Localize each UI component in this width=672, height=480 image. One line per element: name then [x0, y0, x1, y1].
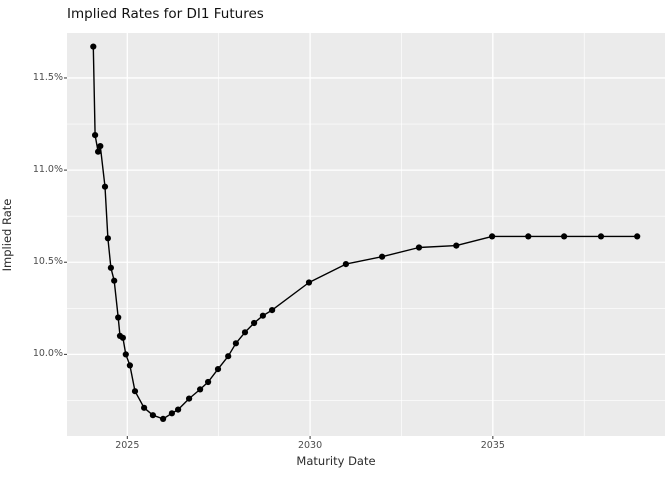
data-point	[525, 233, 532, 240]
x-axis-title: Maturity Date	[296, 454, 376, 468]
data-point	[259, 312, 266, 319]
data-point	[119, 334, 126, 341]
data-point	[489, 233, 496, 240]
data-point	[214, 366, 222, 373]
data-point	[415, 244, 423, 251]
data-point	[95, 148, 102, 155]
data-point	[597, 233, 605, 240]
data-point	[126, 362, 133, 369]
data-point	[107, 264, 114, 271]
y-axis-tick-label: 11.0%	[32, 164, 63, 176]
data-point	[149, 412, 156, 419]
chart-title: Implied Rates for DI1 Futures	[67, 6, 264, 22]
data-point	[186, 395, 193, 402]
y-axis-title: Implied Rate	[0, 198, 14, 272]
data-point	[175, 406, 182, 413]
x-axis-tick-label: 2035	[480, 440, 505, 451]
data-point	[115, 314, 122, 321]
x-axis-tick-label: 2030	[297, 440, 323, 451]
data-point	[168, 410, 175, 417]
data-point	[225, 353, 232, 360]
data-point	[111, 277, 118, 284]
data-point	[141, 404, 148, 411]
data-point	[197, 386, 204, 393]
data-point	[205, 378, 212, 386]
data-point	[104, 235, 111, 242]
data-point	[241, 329, 249, 336]
y-axis-tick-label: 10.5%	[32, 256, 63, 268]
data-point	[561, 233, 568, 240]
data-point	[342, 261, 349, 268]
data-point	[122, 351, 129, 358]
data-point	[269, 307, 276, 314]
data-point	[101, 183, 109, 190]
y-axis-tick-label: 10.0%	[32, 348, 63, 360]
panel-background	[67, 33, 665, 436]
x-axis-tick-label: 2025	[115, 440, 140, 451]
data-point	[131, 388, 139, 395]
y-axis-tick-label: 11.5%	[32, 71, 63, 83]
data-point	[232, 340, 239, 347]
data-point	[251, 319, 258, 327]
data-point	[97, 143, 104, 150]
data-point	[379, 253, 386, 260]
data-point	[453, 242, 460, 249]
data-point	[92, 132, 99, 139]
data-point	[305, 279, 313, 286]
data-point	[634, 233, 641, 240]
data-point	[90, 43, 97, 50]
data-point	[160, 415, 167, 422]
